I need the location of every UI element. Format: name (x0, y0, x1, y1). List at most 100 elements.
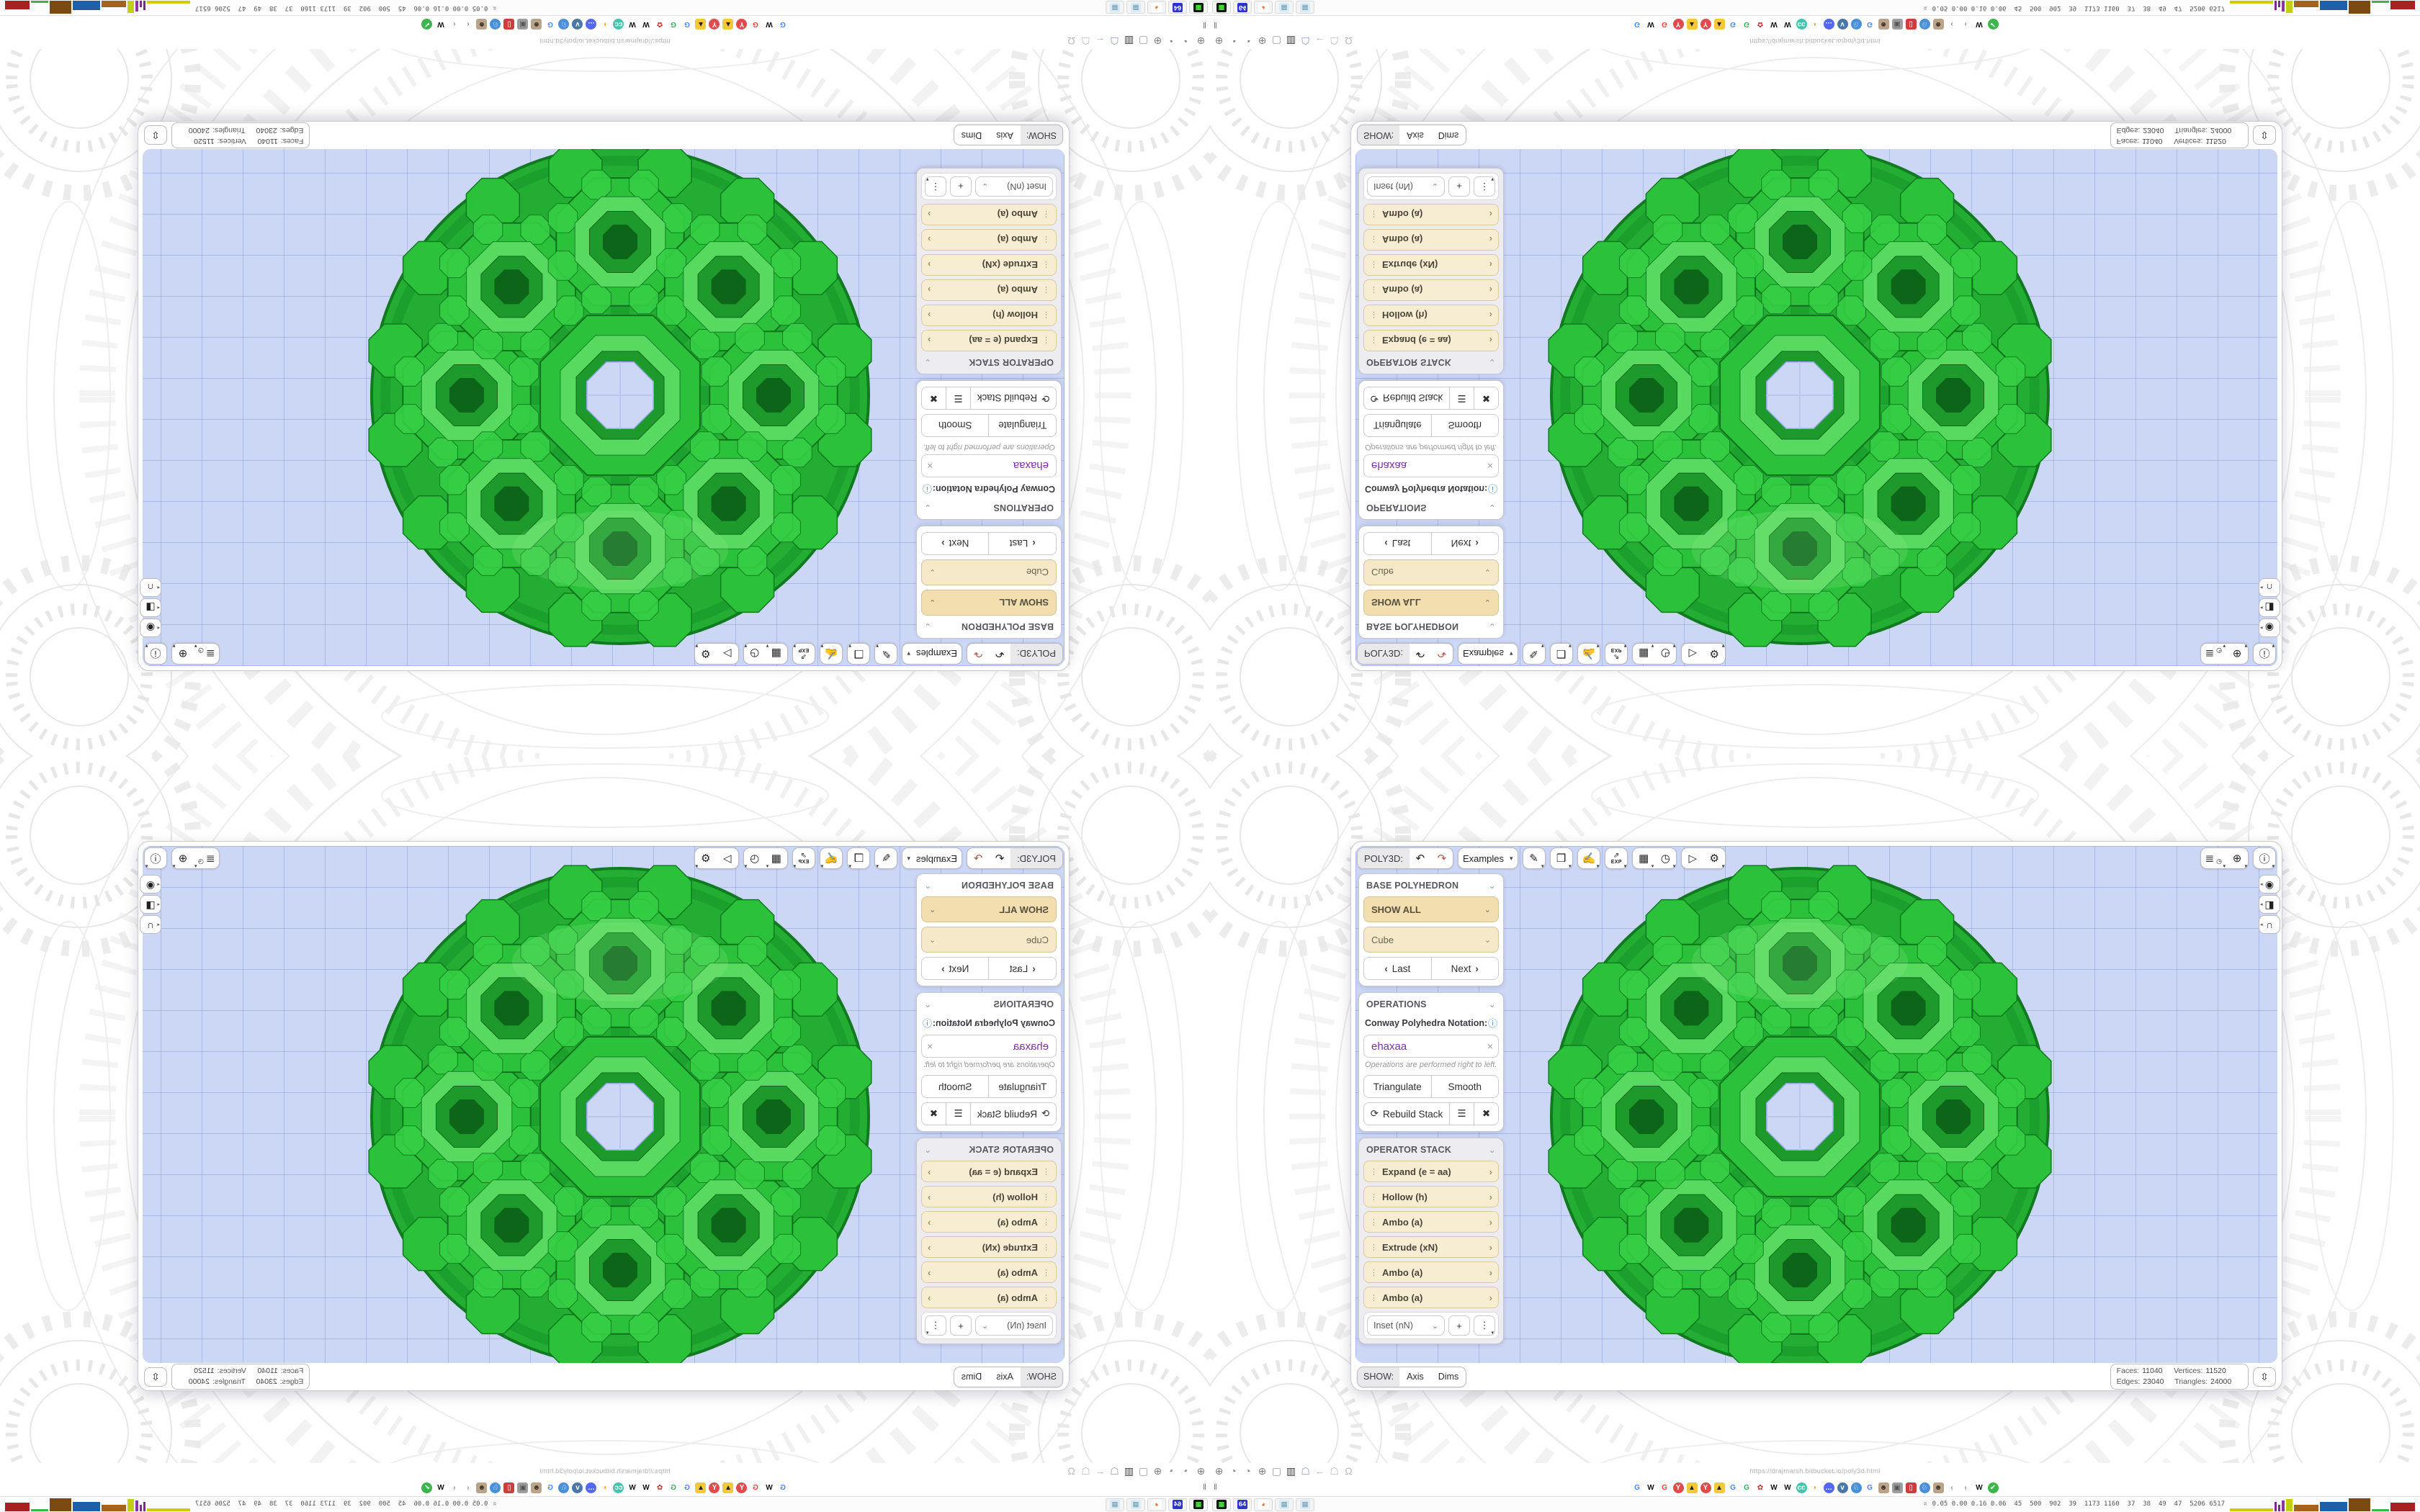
bookmark-favicon[interactable]: ▯ (503, 1482, 515, 1493)
last-button[interactable]: ‹ Last (1364, 958, 1431, 979)
operator-item[interactable]: ⋮ Ambo (a) › (921, 204, 1057, 225)
expand-icon[interactable]: » (490, 1501, 499, 1506)
viewport-3d[interactable] (143, 846, 1065, 1363)
drag-handle-icon[interactable]: ⋮ (1043, 310, 1050, 320)
drag-handle-icon[interactable]: ⋮ (1370, 1243, 1378, 1252)
bookmark-favicon[interactable]: cc (613, 19, 624, 30)
globe-button[interactable]: ⊕ ▾ (2226, 848, 2248, 869)
annotate-button[interactable]: ✍ ▾ (820, 643, 843, 664)
expand-icon[interactable]: » (1921, 1501, 1930, 1506)
dims-toggle[interactable]: Dims (1430, 1367, 1466, 1387)
bookmark-favicon[interactable]: ᴠ (1837, 19, 1848, 30)
next-button[interactable]: Next › (922, 533, 990, 554)
section-button[interactable]: ◂ ◨ (140, 598, 161, 617)
smooth-button[interactable]: Smooth (1430, 1076, 1498, 1097)
bookmark-favicon[interactable]: ▲ (1686, 1482, 1698, 1493)
table-button[interactable]: ▦ ▾ (766, 848, 787, 869)
bookmark-favicon[interactable]: ♘ (1850, 1482, 1862, 1493)
info-button[interactable]: ⓘ ▾ (2254, 643, 2275, 664)
bookmark-favicon[interactable]: ‹ (1950, 1483, 1953, 1492)
polyhedron-dropdown[interactable]: Cube ⌄ (921, 927, 1057, 953)
dims-toggle[interactable]: Dims (1430, 125, 1466, 145)
info-button[interactable]: ⓘ ▾ (2254, 848, 2275, 870)
polyhedron-dropdown[interactable]: Cube ⌄ (921, 559, 1057, 585)
taskbar-app[interactable]: ▦ (1189, 1498, 1208, 1511)
bookmark-favicon[interactable]: W (766, 1483, 773, 1492)
show-all-dropdown[interactable]: SHOW ALL ⌄ (921, 896, 1057, 922)
base-polyhedron-header[interactable]: BASE POLYHEDRON ⌄ (924, 881, 1054, 891)
bookmark-favicon[interactable]: ᴠ (572, 19, 583, 30)
bookmark-favicon[interactable]: ▲ (695, 19, 707, 30)
bookmark-favicon[interactable]: G (1662, 20, 1667, 29)
operator-item[interactable]: ⋮ Extrude (xN) › (921, 1236, 1057, 1258)
bookmark-favicon[interactable]: ▲ (722, 19, 734, 30)
bookmark-favicon[interactable]: G (753, 20, 758, 29)
annotate-button[interactable]: ✍ ▾ (820, 848, 843, 869)
operator-item[interactable]: ⋮ Extrude (xN) › (1363, 254, 1499, 276)
bookmark-favicon[interactable]: ◗ (602, 20, 608, 29)
examples-dropdown[interactable]: Examples ▾ (1458, 848, 1518, 868)
section-button[interactable]: ◂ ◨ (2259, 895, 2280, 914)
axis-toggle[interactable]: Axis (989, 125, 1021, 145)
undo-button[interactable]: ↶ (989, 848, 1010, 868)
clock-button[interactable]: ◷ ▾ (744, 643, 766, 664)
report-button[interactable]: ≣ ◷ ▾ (194, 643, 219, 664)
show-all-dropdown[interactable]: SHOW ALL ⌄ (1363, 590, 1499, 616)
table-button[interactable]: ▦ ▾ (766, 643, 787, 664)
bookmark-favicon[interactable]: W (1784, 1483, 1791, 1492)
clear-input-icon[interactable]: × (927, 460, 933, 472)
bookmark-favicon[interactable]: G (547, 20, 553, 29)
info-icon[interactable]: ⓘ (1487, 1018, 1497, 1029)
operator-item[interactable]: ⋮ Ambo (a) › (1363, 229, 1499, 251)
notation-input[interactable] (1363, 454, 1499, 477)
bookmark-favicon[interactable]: Y (709, 1482, 720, 1493)
base-polyhedron-header[interactable]: BASE POLYHEDRON ⌄ (1366, 881, 1496, 891)
taskbar-app[interactable]: ▤ (1106, 1498, 1124, 1511)
fit-view-button[interactable]: ⇳ (144, 1367, 167, 1387)
bookmark-favicon[interactable]: cc (1796, 1482, 1807, 1493)
bookmark-favicon[interactable]: ▯ (1905, 1482, 1917, 1493)
operator-item[interactable]: ⋮ Expand (e = aa) › (921, 330, 1057, 351)
operator-stack-header[interactable]: OPERATOR STACK ⌄ (1366, 357, 1496, 367)
info-icon[interactable]: ⓘ (923, 1018, 933, 1029)
operator-item[interactable]: ⋮ Hollow (h) › (1363, 305, 1499, 326)
show-all-dropdown[interactable]: SHOW ALL ⌄ (1363, 896, 1499, 922)
stack-list-button[interactable]: ☰ (1449, 1103, 1474, 1125)
operator-stack-header[interactable]: OPERATOR STACK ⌄ (1366, 1145, 1496, 1155)
browser-toolbar-icon[interactable]: ▥ (1286, 1465, 1296, 1477)
operator-item[interactable]: ⋮ Ambo (a) › (1363, 1261, 1499, 1283)
operations-header[interactable]: OPERATIONS ⌄ (1366, 503, 1496, 513)
browser-toolbar-icon[interactable]: Ω (1345, 1465, 1353, 1477)
base-polyhedron-header[interactable]: BASE POLYHEDRON ⌄ (1366, 621, 1496, 631)
bookmark-favicon[interactable]: ▲ (722, 1482, 734, 1493)
operator-item[interactable]: ⋮ Ambo (a) › (921, 1287, 1057, 1308)
next-button[interactable]: Next › (1430, 958, 1498, 979)
stack-options-button[interactable]: ⋮ ▾ (925, 176, 946, 197)
browser-toolbar-icon[interactable]: ◔ (1245, 1465, 1251, 1477)
bookmark-favicon[interactable]: W (642, 1483, 650, 1492)
drag-handle-icon[interactable]: ⋮ (1043, 285, 1050, 294)
annotate-button[interactable]: ✍ ▾ (1578, 848, 1600, 869)
browser-toolbar-icon[interactable]: ⊕ (1258, 1465, 1267, 1477)
drag-handle-icon[interactable]: ⋮ (1370, 336, 1377, 345)
redo-button[interactable]: ↷ (967, 848, 989, 868)
bookmark-favicon[interactable]: G (780, 1483, 786, 1492)
operator-item[interactable]: ⋮ Hollow (h) › (1363, 1186, 1499, 1207)
stack-list-button[interactable]: ☰ (1449, 387, 1474, 409)
bookmark-favicon[interactable]: ◗ (1812, 20, 1818, 29)
dims-toggle[interactable]: Dims (954, 125, 990, 145)
add-operator-button[interactable]: + (950, 176, 972, 197)
export-button[interactable]: ⇗ EXP ▾ (1605, 643, 1627, 664)
globe-button[interactable]: ⊕ ▾ (2226, 643, 2248, 664)
drag-handle-icon[interactable]: ⋮ (1370, 1218, 1378, 1227)
stack-list-button[interactable]: ☰ (946, 1103, 971, 1125)
bookmark-favicon[interactable]: cc (613, 1482, 624, 1493)
bookmark-favicon[interactable]: ▲ (695, 1482, 707, 1493)
bookmark-favicon[interactable]: Y (1672, 19, 1684, 30)
bookmark-favicon[interactable]: ☻ (1932, 1482, 1944, 1493)
draw-style-button[interactable]: ✎ ▾ (875, 643, 897, 664)
clear-stack-button[interactable]: ✖ (922, 387, 946, 409)
bookmark-favicon[interactable]: ♘ (490, 19, 501, 30)
bookmark-favicon[interactable]: ▣ (517, 19, 529, 30)
redo-button[interactable]: ↷ (967, 644, 989, 664)
